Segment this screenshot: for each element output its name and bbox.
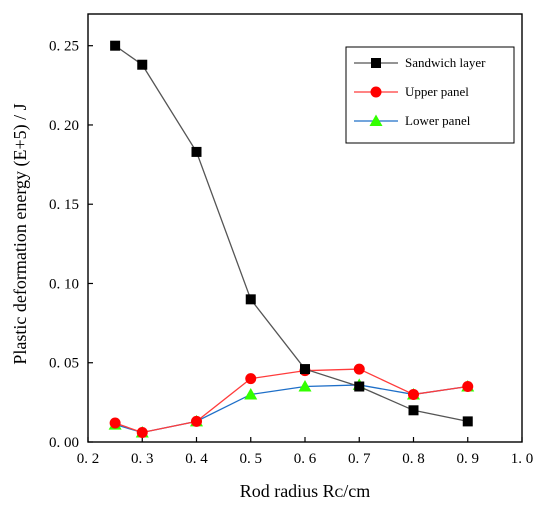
x-tick-label: 1. 0	[511, 451, 534, 467]
legend: Sandwich layer Upper panel Lower panel	[345, 46, 515, 144]
data-point-square	[300, 364, 310, 375]
data-point-square	[354, 381, 365, 392]
y-tick-label: 0. 25	[49, 39, 79, 55]
legend-label: Sandwich layer	[405, 55, 486, 70]
series-group	[108, 40, 475, 438]
data-point-square	[245, 294, 256, 305]
y-tick-label: 0. 15	[49, 197, 79, 213]
y-tick-label: 0. 20	[49, 118, 79, 134]
data-point-circle	[191, 415, 202, 427]
y-tick-label: 0. 10	[49, 276, 79, 292]
series-line-square	[114, 45, 468, 423]
x-tick-label: 0. 8	[402, 451, 425, 467]
x-tick-label: 0. 3	[131, 451, 154, 467]
data-point-triangle	[298, 380, 312, 392]
data-point-circle	[353, 363, 365, 375]
legend-marker	[369, 114, 383, 126]
data-point-circle	[408, 388, 419, 400]
legend-label: Upper panel	[405, 84, 469, 99]
legend-marker	[370, 86, 382, 98]
x-tick-label: 0. 2	[77, 451, 100, 467]
data-point-circle	[109, 417, 121, 429]
series-line-circle	[114, 368, 468, 434]
x-tick-label: 0. 9	[457, 451, 480, 467]
x-tick-label: 0. 6	[294, 451, 317, 467]
y-axis-title: Plastic deformation energy (E+5) / J	[10, 103, 31, 364]
data-point-square	[462, 416, 473, 427]
data-point-triangle	[244, 387, 258, 400]
data-point-square	[191, 146, 202, 157]
axis-ticks: 0. 2 0. 3 0. 4 0. 5 0. 6 0. 7 0. 8 0. 9 1. 0 0. 0…	[49, 39, 533, 467]
x-tick-label: 0. 4	[185, 451, 208, 467]
legend-marker	[371, 58, 381, 68]
data-point-circle	[462, 381, 474, 393]
data-point-circle	[136, 426, 148, 438]
data-point-square	[110, 40, 121, 51]
x-axis-title: Rod radius Rᴄ/cm	[240, 481, 371, 501]
data-point-square	[137, 59, 148, 70]
x-tick-label: 0. 5	[240, 451, 263, 467]
data-point-circle	[245, 373, 257, 385]
legend-label: Lower panel	[405, 113, 471, 128]
data-point-square	[408, 405, 419, 416]
x-tick-label: 0. 7	[348, 451, 371, 467]
y-tick-label: 0. 00	[49, 435, 79, 451]
y-tick-label: 0. 05	[49, 356, 79, 372]
